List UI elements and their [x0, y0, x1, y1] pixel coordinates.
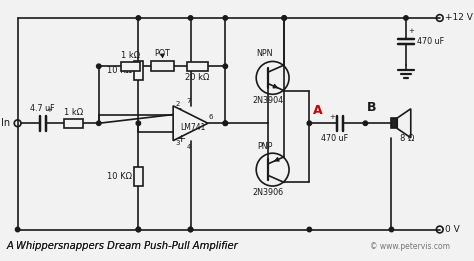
Bar [121, 62, 140, 71]
Text: B: B [367, 100, 377, 114]
Text: A Whippersnappers Dream Push-Pull Amplifier: A Whippersnappers Dream Push-Pull Amplif… [6, 241, 238, 251]
Circle shape [223, 16, 228, 20]
Text: 7: 7 [186, 98, 191, 104]
Circle shape [404, 16, 408, 20]
Bar [64, 119, 83, 128]
Text: 470 uF: 470 uF [417, 37, 444, 46]
Circle shape [389, 227, 394, 232]
Text: PNP: PNP [257, 142, 273, 151]
Bar [134, 167, 143, 186]
Circle shape [363, 121, 367, 126]
Text: 2N3904: 2N3904 [252, 96, 283, 105]
Text: 3: 3 [175, 140, 180, 146]
Text: © www.petervis.com: © www.petervis.com [370, 242, 450, 251]
Circle shape [136, 227, 141, 232]
Text: LM741: LM741 [180, 123, 205, 132]
Circle shape [223, 121, 228, 126]
Circle shape [307, 121, 311, 126]
Text: 1 kΩ: 1 kΩ [64, 108, 83, 117]
Circle shape [188, 16, 193, 20]
Circle shape [16, 227, 20, 232]
Text: 4: 4 [186, 144, 191, 150]
Text: 10 KΩ: 10 KΩ [107, 172, 132, 181]
Text: A: A [313, 104, 323, 117]
Bar [187, 62, 208, 71]
Text: 4.7 uF: 4.7 uF [30, 104, 55, 113]
Text: 2: 2 [175, 101, 180, 107]
Text: 0 V: 0 V [445, 225, 459, 234]
Text: POT: POT [155, 49, 171, 58]
Text: 8 Ω: 8 Ω [400, 134, 414, 143]
Circle shape [223, 121, 228, 126]
Text: +: + [46, 107, 53, 113]
Text: +: + [177, 134, 186, 144]
Circle shape [282, 16, 286, 20]
Circle shape [97, 121, 101, 126]
Bar [134, 61, 143, 80]
Circle shape [223, 64, 228, 68]
Text: 6: 6 [209, 114, 213, 120]
Text: A Whippersnappers Dream Push-Pull Amplifier: A Whippersnappers Dream Push-Pull Amplif… [6, 241, 238, 251]
Circle shape [307, 227, 311, 232]
Bar [392, 118, 397, 128]
Text: 1 kΩ: 1 kΩ [121, 51, 140, 60]
Text: 10 KΩ: 10 KΩ [107, 66, 132, 75]
Circle shape [136, 227, 141, 232]
Text: -: - [177, 103, 181, 113]
Text: 2N3906: 2N3906 [252, 188, 283, 197]
Text: 20 kΩ: 20 kΩ [185, 73, 210, 81]
Text: +12 V: +12 V [445, 14, 473, 22]
Circle shape [188, 227, 193, 232]
Bar [151, 61, 174, 71]
Circle shape [97, 64, 101, 68]
Text: 470 uF: 470 uF [321, 134, 348, 143]
Text: NPN: NPN [256, 49, 273, 58]
Circle shape [136, 16, 141, 20]
Circle shape [136, 121, 141, 126]
Text: In: In [1, 118, 10, 128]
Text: +: + [408, 28, 414, 34]
Text: +: + [329, 114, 336, 120]
Circle shape [282, 16, 286, 20]
Circle shape [188, 227, 193, 232]
